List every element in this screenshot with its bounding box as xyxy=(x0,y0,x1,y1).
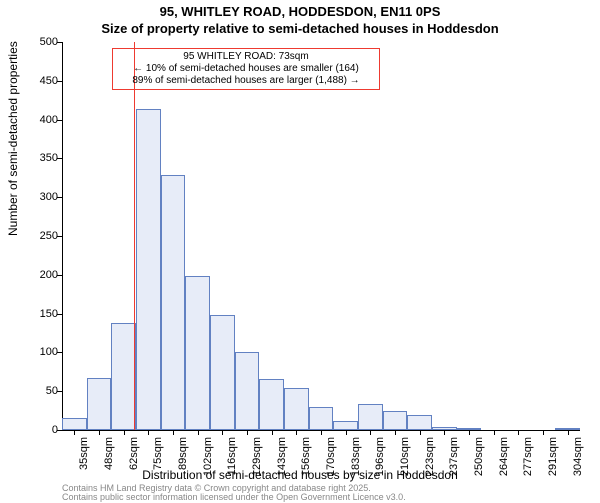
x-tick-label: 35sqm xyxy=(78,437,90,470)
y-tick-label: 100 xyxy=(40,346,58,358)
y-tick xyxy=(57,275,62,276)
chart-container: 95, WHITLEY ROAD, HODDESDON, EN11 0PS Si… xyxy=(0,0,600,500)
x-tick xyxy=(321,430,322,435)
x-tick xyxy=(543,430,544,435)
x-tick xyxy=(518,430,519,435)
x-tick-label: 183sqm xyxy=(350,437,362,476)
y-tick xyxy=(57,197,62,198)
y-tick xyxy=(57,158,62,159)
y-tick-label: 300 xyxy=(40,191,58,203)
bar xyxy=(259,379,284,430)
bar xyxy=(235,352,260,430)
x-tick xyxy=(247,430,248,435)
x-tick xyxy=(148,430,149,435)
y-tick xyxy=(57,42,62,43)
y-tick xyxy=(57,314,62,315)
x-tick-label: 75sqm xyxy=(152,437,164,470)
bar xyxy=(185,276,210,430)
x-tick-label: 62sqm xyxy=(128,437,140,470)
bar xyxy=(383,411,408,430)
annotation-line2: ← 10% of semi-detached houses are smalle… xyxy=(117,63,375,75)
y-tick xyxy=(57,81,62,82)
y-tick-label: 450 xyxy=(40,75,58,87)
x-tick xyxy=(124,430,125,435)
y-tick-label: 400 xyxy=(40,114,58,126)
x-tick-label: 304sqm xyxy=(572,437,584,476)
x-tick xyxy=(568,430,569,435)
x-tick-label: 223sqm xyxy=(424,437,436,476)
attribution: Contains HM Land Registry data © Crown c… xyxy=(62,484,406,503)
bar xyxy=(358,404,383,430)
x-tick-label: 277sqm xyxy=(522,437,534,476)
bar xyxy=(210,315,235,430)
bar xyxy=(309,407,334,430)
y-tick-label: 250 xyxy=(40,230,58,242)
x-tick xyxy=(222,430,223,435)
x-tick-label: 156sqm xyxy=(300,437,312,476)
annotation-line3: 89% of semi-detached houses are larger (… xyxy=(117,75,375,87)
x-tick-label: 210sqm xyxy=(399,437,411,476)
y-tick-label: 200 xyxy=(40,269,58,281)
x-tick xyxy=(395,430,396,435)
x-tick xyxy=(99,430,100,435)
bar xyxy=(161,175,186,430)
y-tick xyxy=(57,430,62,431)
x-tick-label: 170sqm xyxy=(325,437,337,476)
x-tick xyxy=(296,430,297,435)
y-axis-label: Number of semi-detached properties xyxy=(6,41,20,236)
x-tick xyxy=(494,430,495,435)
bar xyxy=(111,323,136,430)
x-tick-label: 291sqm xyxy=(547,437,559,476)
chart-title-line2: Size of property relative to semi-detach… xyxy=(0,21,600,36)
x-tick-label: 264sqm xyxy=(498,437,510,476)
y-tick xyxy=(57,236,62,237)
plot-area xyxy=(62,42,580,430)
reference-line xyxy=(134,42,135,430)
x-tick-label: 48sqm xyxy=(103,437,115,470)
y-tick xyxy=(57,391,62,392)
x-tick xyxy=(173,430,174,435)
x-tick-label: 143sqm xyxy=(276,437,288,476)
x-tick xyxy=(469,430,470,435)
x-tick-label: 89sqm xyxy=(177,437,189,470)
y-tick-label: 150 xyxy=(40,308,58,320)
x-tick xyxy=(420,430,421,435)
x-tick-label: 250sqm xyxy=(473,437,485,476)
x-tick xyxy=(74,430,75,435)
bar xyxy=(407,415,432,430)
x-tick-label: 237sqm xyxy=(448,437,460,476)
y-tick xyxy=(57,120,62,121)
chart-title-line1: 95, WHITLEY ROAD, HODDESDON, EN11 0PS xyxy=(0,4,600,19)
annotation-line1: 95 WHITLEY ROAD: 73sqm xyxy=(117,51,375,63)
x-tick-label: 129sqm xyxy=(251,437,263,476)
x-tick xyxy=(444,430,445,435)
x-tick-label: 102sqm xyxy=(202,437,214,476)
x-tick xyxy=(346,430,347,435)
bar xyxy=(333,421,358,430)
attribution-line2: Contains public sector information licen… xyxy=(62,493,406,502)
x-tick xyxy=(370,430,371,435)
y-tick xyxy=(57,352,62,353)
annotation-box: 95 WHITLEY ROAD: 73sqm ← 10% of semi-det… xyxy=(112,48,380,90)
x-tick xyxy=(198,430,199,435)
y-tick-label: 500 xyxy=(40,36,58,48)
bar xyxy=(136,109,161,430)
bar xyxy=(87,378,112,430)
x-tick-label: 116sqm xyxy=(226,437,238,475)
bar xyxy=(62,418,87,430)
y-tick-label: 350 xyxy=(40,152,58,164)
bar xyxy=(284,388,309,430)
x-tick-label: 196sqm xyxy=(374,437,386,476)
x-tick xyxy=(272,430,273,435)
